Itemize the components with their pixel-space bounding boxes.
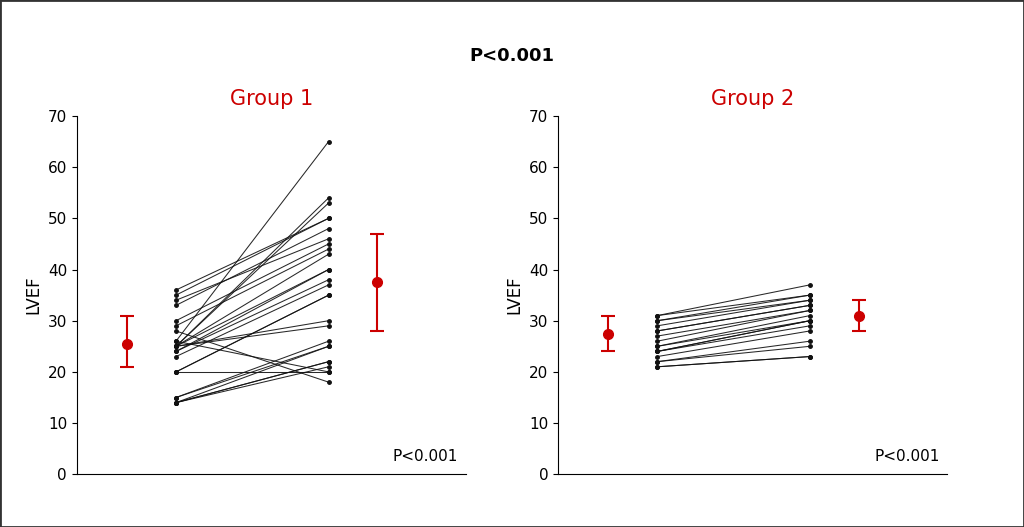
Title: Group 1: Group 1	[229, 89, 313, 109]
Text: P<0.001: P<0.001	[469, 47, 555, 65]
Y-axis label: LVEF: LVEF	[506, 276, 523, 315]
Title: Group 2: Group 2	[711, 89, 795, 109]
Text: P<0.001: P<0.001	[393, 448, 458, 464]
Text: P<0.001: P<0.001	[874, 448, 939, 464]
Y-axis label: LVEF: LVEF	[25, 276, 42, 315]
